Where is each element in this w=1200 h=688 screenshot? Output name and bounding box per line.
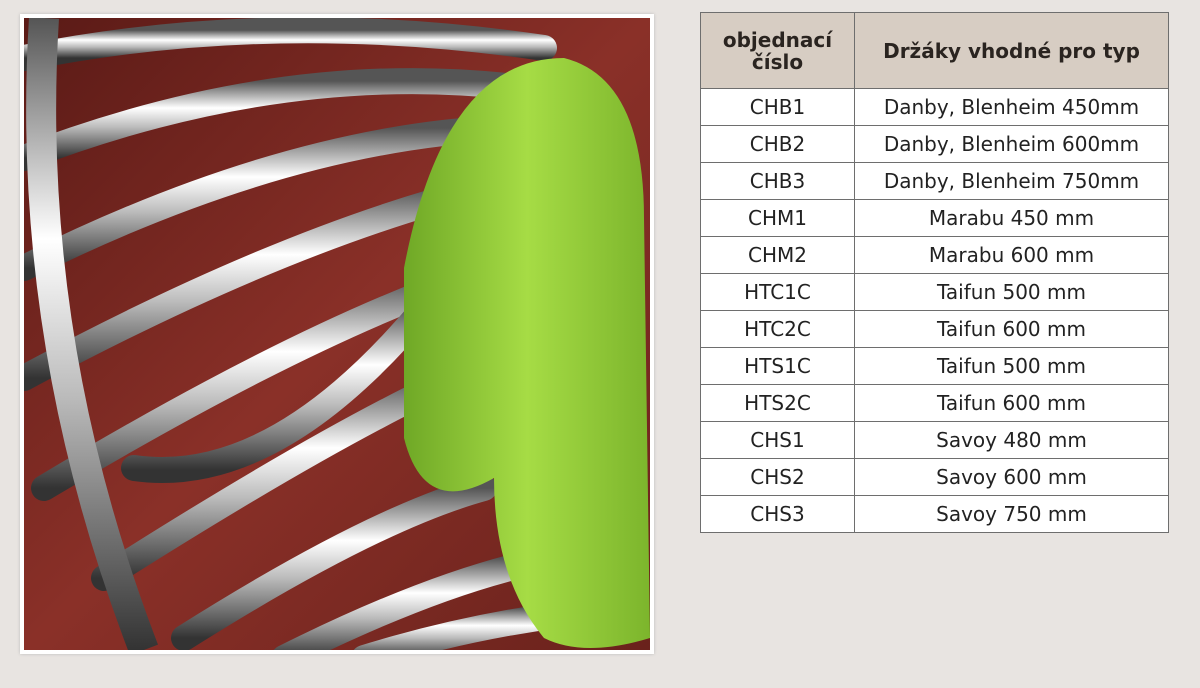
order-number-cell: CHS2	[700, 458, 855, 496]
order-number-cell: HTC2C	[700, 310, 855, 348]
suitable-type-cell: Savoy 600 mm	[854, 458, 1169, 496]
table-row: CHM2 Marabu 600 mm	[700, 236, 1169, 274]
suitable-type-cell: Savoy 480 mm	[854, 421, 1169, 459]
table-row: HTS2C Taifun 600 mm	[700, 384, 1169, 422]
column-header-order-number: objednací číslo	[700, 12, 855, 89]
order-number-cell: CHB3	[700, 162, 855, 200]
table-row: CHS2 Savoy 600 mm	[700, 458, 1169, 496]
product-photo	[20, 14, 654, 654]
table-row: CHB2 Danby, Blenheim 600mm	[700, 125, 1169, 163]
order-number-cell: HTS1C	[700, 347, 855, 385]
suitable-type-cell: Taifun 500 mm	[854, 347, 1169, 385]
suitable-type-cell: Taifun 600 mm	[854, 384, 1169, 422]
suitable-type-cell: Danby, Blenheim 750mm	[854, 162, 1169, 200]
suitable-type-cell: Marabu 600 mm	[854, 236, 1169, 274]
table-row: CHM1 Marabu 450 mm	[700, 199, 1169, 237]
order-number-cell: CHM1	[700, 199, 855, 237]
holder-compatibility-table: objednací číslo Držáky vhodné pro typ CH…	[700, 12, 1169, 533]
suitable-type-cell: Danby, Blenheim 450mm	[854, 88, 1169, 126]
table-header-row: objednací číslo Držáky vhodné pro typ	[700, 12, 1169, 89]
order-number-cell: CHM2	[700, 236, 855, 274]
order-number-cell: CHB2	[700, 125, 855, 163]
order-number-cell: CHB1	[700, 88, 855, 126]
radiator-image	[24, 18, 650, 650]
suitable-type-cell: Marabu 450 mm	[854, 199, 1169, 237]
suitable-type-cell: Savoy 750 mm	[854, 495, 1169, 533]
suitable-type-cell: Danby, Blenheim 600mm	[854, 125, 1169, 163]
table-row: HTC2C Taifun 600 mm	[700, 310, 1169, 348]
table-row: CHB1 Danby, Blenheim 450mm	[700, 88, 1169, 126]
suitable-type-cell: Taifun 500 mm	[854, 273, 1169, 311]
column-header-suitable-for: Držáky vhodné pro typ	[854, 12, 1169, 89]
order-number-cell: CHS3	[700, 495, 855, 533]
table-row: HTS1C Taifun 500 mm	[700, 347, 1169, 385]
table-row: HTC1C Taifun 500 mm	[700, 273, 1169, 311]
table-row: CHS1 Savoy 480 mm	[700, 421, 1169, 459]
suitable-type-cell: Taifun 600 mm	[854, 310, 1169, 348]
table-row: CHB3 Danby, Blenheim 750mm	[700, 162, 1169, 200]
order-number-cell: CHS1	[700, 421, 855, 459]
table-row: CHS3 Savoy 750 mm	[700, 495, 1169, 533]
order-number-cell: HTC1C	[700, 273, 855, 311]
order-number-cell: HTS2C	[700, 384, 855, 422]
